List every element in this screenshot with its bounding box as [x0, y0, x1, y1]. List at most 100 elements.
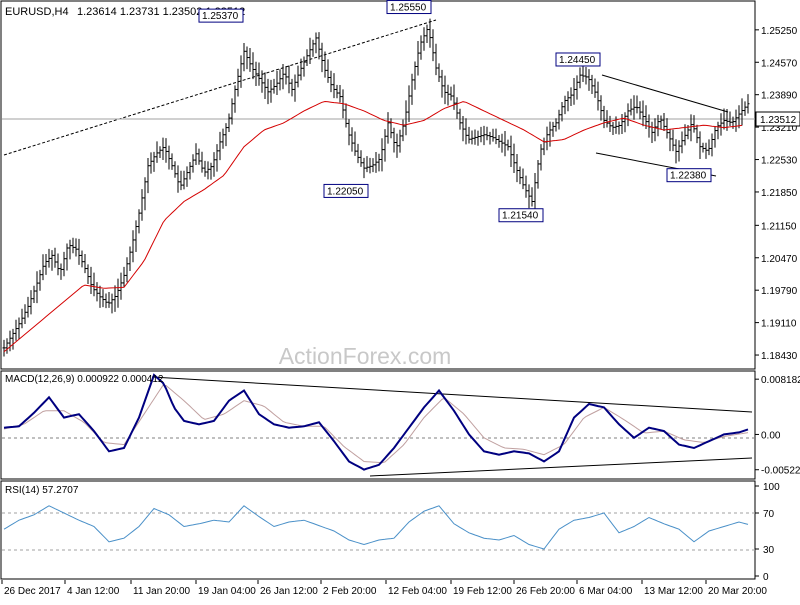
- macd-trendline-top[interactable]: [151, 376, 753, 413]
- price-axis: 1.25250 1.24570 1.23890 1.23210 1.22530 1.218…: [755, 26, 798, 362]
- price-bar: [539, 144, 543, 171]
- time-tick: 11 Jan 20:00: [133, 586, 191, 597]
- price-bar: [605, 110, 609, 128]
- price-label-text: 1.22380: [670, 171, 707, 182]
- price-label: 1.25550: [386, 0, 432, 15]
- price-label-text: 1.22050: [327, 186, 364, 197]
- macd-tick: -0.005223: [761, 466, 800, 477]
- price-bar: [623, 112, 627, 133]
- price-bar: [23, 304, 27, 325]
- price-bar: [488, 131, 492, 145]
- price-bar: [482, 125, 486, 146]
- price-bar: [101, 289, 105, 308]
- price-bar: [464, 118, 468, 145]
- price-bar: [458, 108, 462, 130]
- price-bar: [425, 24, 429, 43]
- price-bar: [599, 95, 603, 121]
- price-bar: [401, 119, 405, 142]
- price-bar: [359, 150, 363, 167]
- price-bar: [410, 73, 414, 105]
- price-bar: [191, 154, 195, 173]
- price-bar: [155, 141, 159, 163]
- price-bar: [323, 51, 327, 78]
- price-bar: [206, 161, 210, 180]
- price-bar: [632, 95, 636, 120]
- price-bar: [569, 87, 573, 107]
- price-tick: 1.19110: [761, 319, 797, 330]
- macd-trendline-bottom[interactable]: [369, 457, 753, 477]
- price-bar: [416, 41, 420, 76]
- trendline-upper-dotted[interactable]: [3, 19, 437, 156]
- price-label: 1.22380: [666, 168, 712, 183]
- price-bar: [452, 84, 456, 110]
- price-bar: [404, 100, 408, 136]
- rsi-tick: 30: [763, 545, 775, 556]
- price-bar: [326, 59, 330, 83]
- price-bar: [446, 84, 450, 106]
- price-bar: [578, 67, 582, 89]
- macd-axis: 0.008182 0.00 -0.005223: [755, 375, 800, 477]
- price-bar: [572, 77, 576, 105]
- price-bar: [11, 328, 15, 350]
- price-bar: [188, 161, 192, 180]
- time-tick: 13 Mar 12:00: [644, 586, 703, 597]
- price-bar: [128, 246, 132, 271]
- trendline-wedge-top[interactable]: [601, 74, 729, 113]
- price-bar: [566, 91, 570, 112]
- price-bar: [65, 243, 69, 271]
- price-bar: [353, 131, 357, 156]
- price-bar: [59, 263, 63, 280]
- price-bar: [665, 118, 669, 139]
- macd-tick: 0.00: [761, 430, 781, 441]
- price-bar: [386, 112, 390, 144]
- time-tick: 6 Mar 04:00: [579, 586, 633, 597]
- price-bar: [77, 238, 81, 265]
- price-bar: [8, 330, 12, 352]
- price-bar: [713, 125, 717, 148]
- price-bar: [290, 78, 294, 97]
- price-bar: [89, 266, 93, 295]
- price-bar: [524, 175, 528, 198]
- price-bar: [590, 74, 594, 94]
- price-bar: [545, 126, 549, 151]
- current-price-tag-bg: [755, 111, 800, 127]
- price-bar: [161, 137, 165, 161]
- price-bar: [239, 55, 243, 88]
- price-bar: [533, 173, 537, 212]
- price-bar: [221, 128, 225, 149]
- price-bar: [428, 18, 432, 48]
- price-bar: [263, 72, 267, 100]
- price-bar: [503, 131, 507, 157]
- price-bar: [509, 135, 513, 168]
- price-bar: [581, 64, 585, 83]
- price-tick: 1.19790: [761, 286, 798, 297]
- price-bar: [680, 131, 684, 154]
- price-bar: [698, 131, 702, 160]
- price-bar: [113, 285, 117, 312]
- price-bar: [149, 152, 153, 174]
- price-bar: [269, 79, 273, 103]
- price-bar: [551, 121, 555, 137]
- price-bar: [476, 130, 480, 146]
- price-label-text: 1.25550: [390, 3, 427, 14]
- price-bar: [596, 81, 600, 111]
- price-bar: [695, 124, 699, 144]
- price-bar: [485, 126, 489, 141]
- price-bar: [131, 230, 135, 263]
- macd-signal-line: [3, 384, 749, 464]
- price-bar: [98, 285, 102, 308]
- price-bar: [557, 109, 561, 130]
- price-bar: [335, 84, 339, 99]
- price-bar: [254, 61, 258, 87]
- rsi-tick: 100: [763, 482, 780, 493]
- price-bar: [626, 103, 630, 127]
- price-bar: [257, 62, 261, 86]
- price-bar: [350, 127, 354, 152]
- price-bar: [272, 78, 276, 94]
- price-bar: [473, 129, 477, 145]
- price-bar: [479, 126, 483, 143]
- price-bar: [152, 151, 156, 172]
- time-tick: 19 Feb 12:00: [453, 586, 512, 597]
- price-bar: [200, 151, 204, 173]
